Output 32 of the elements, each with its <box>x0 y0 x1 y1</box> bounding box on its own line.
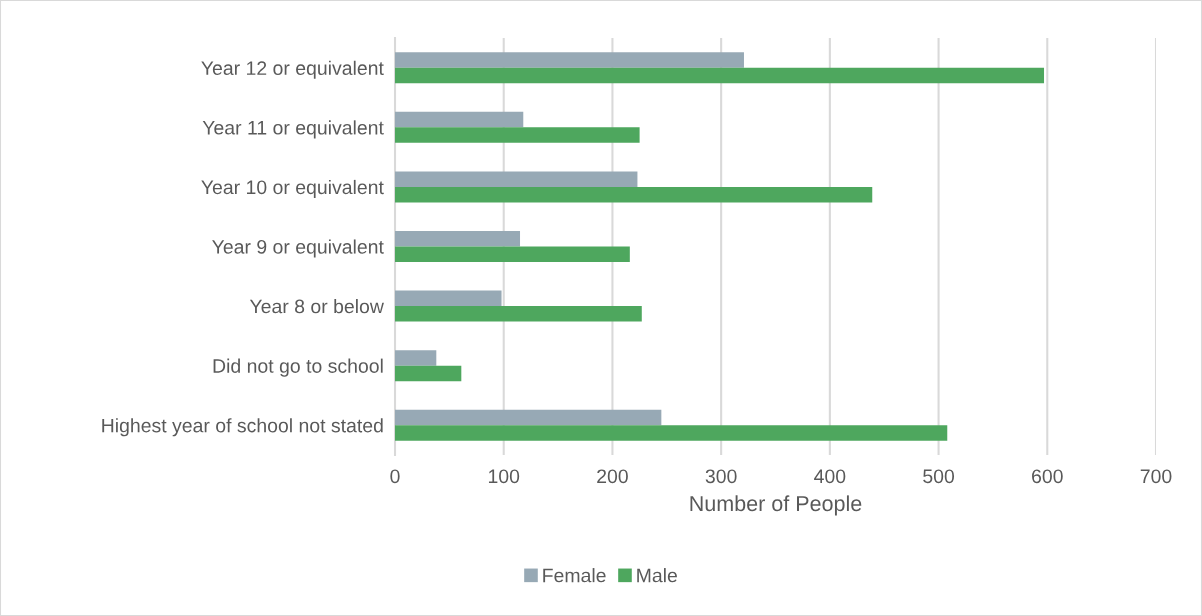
x-tick-label: 0 <box>390 469 400 484</box>
bar <box>395 127 640 143</box>
bar <box>395 350 437 366</box>
bar <box>395 409 662 426</box>
y-tick-label: Year 10 or equivalent <box>201 179 384 199</box>
y-tick-label: Year 12 or equivalent <box>201 60 384 79</box>
y-tick-label: Year 9 or equivalent <box>212 239 384 258</box>
x-tick-label: 500 <box>923 469 955 484</box>
y-tick-label: Year 11 or equivalent <box>202 120 384 139</box>
legend-label: Female <box>543 568 606 583</box>
bar <box>395 186 873 203</box>
x-tick-label: 400 <box>814 469 846 484</box>
bar <box>395 425 948 441</box>
bar <box>395 365 462 382</box>
x-tick-label: 600 <box>1032 469 1063 484</box>
bar <box>395 231 521 247</box>
bar <box>395 67 1045 84</box>
y-tick-label: Did not go to school <box>213 358 383 377</box>
bar <box>395 52 744 68</box>
legend-label: Male <box>637 568 677 583</box>
y-tick-label: Highest year of school not stated <box>102 418 383 437</box>
bar <box>395 290 502 307</box>
y-tick-label: Year 8 or below <box>249 299 384 314</box>
bar <box>395 171 638 187</box>
x-tick-label: 200 <box>597 469 628 484</box>
x-tick-label: 100 <box>488 469 520 484</box>
x-tick-label: 700 <box>1140 469 1172 484</box>
bar <box>395 246 630 262</box>
x-axis-title: Number of People <box>690 495 862 516</box>
x-tick-label: 300 <box>705 469 737 484</box>
bar <box>395 306 642 322</box>
bar <box>395 111 524 128</box>
